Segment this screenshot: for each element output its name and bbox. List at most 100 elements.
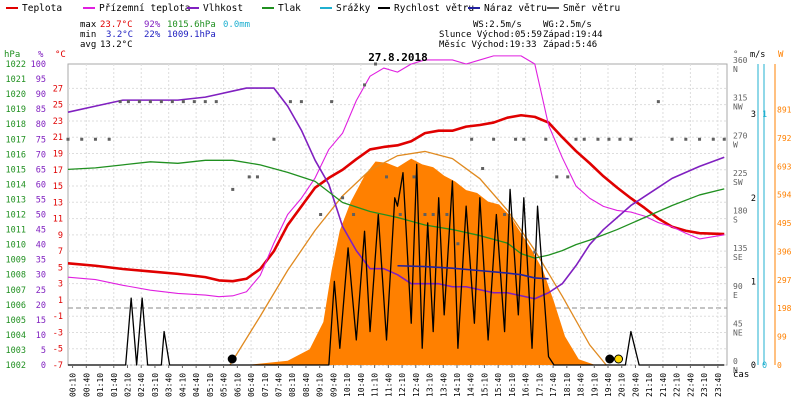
wind-dir-point — [503, 213, 507, 216]
dir-tick-name: W — [733, 140, 738, 149]
x-tick-label: 06:40 — [247, 373, 256, 397]
legend-label-wind: Rychlost větru — [394, 3, 474, 14]
info-sun: Slunce Východ:05:59 — [439, 30, 542, 40]
x-tick-label: 17:40 — [549, 373, 558, 397]
series-line-wind — [68, 163, 725, 366]
hpa-tick-label: 1012 — [6, 211, 26, 221]
hpa-tick-label: 1007 — [6, 286, 26, 296]
wind-dir-point — [214, 100, 218, 104]
wind-dir-point — [456, 242, 460, 246]
wind-dir-point — [470, 137, 474, 141]
temp-tick-label: -5 — [53, 345, 63, 355]
pct-tick-label: 60 — [36, 180, 46, 190]
wind-dir-point — [607, 137, 611, 141]
x-tick-label: 04:40 — [192, 373, 201, 397]
wind-dir-point — [544, 137, 548, 141]
wind-dir-point — [319, 213, 323, 216]
wind-dir-point — [363, 83, 367, 87]
ms-tick-label: 1 — [751, 277, 756, 287]
stats-max-rain: 0.0mm — [223, 20, 250, 30]
hpa-tick-label: 1009 — [6, 256, 26, 266]
temp-tick-label: 1 — [58, 296, 63, 306]
wind-dir-point — [596, 137, 600, 141]
pct-tick-label: 30 — [36, 271, 46, 281]
x-axis-label: čas — [733, 369, 749, 380]
wind-dir-point — [341, 196, 345, 200]
wind-dir-point — [137, 100, 141, 104]
chart-title: 27.8.2018 — [368, 51, 428, 64]
solar-theoretical-curve — [229, 150, 607, 366]
hpa-tick-label: 1020 — [6, 90, 26, 100]
pct-tick-label: 15 — [36, 316, 46, 326]
info-moon: Měsíc Východ:19:33 — [439, 40, 537, 50]
temp-tick-label: 25 — [53, 101, 63, 111]
temp-tick-label: 5 — [58, 263, 63, 273]
ms-tick-label: 0 — [751, 361, 756, 371]
solar-tick-label: 891 — [777, 106, 792, 115]
x-tick-label: 20:10 — [618, 373, 627, 397]
wind-dir-point — [80, 137, 84, 141]
wind-dir-point — [431, 213, 435, 216]
solar-area — [246, 158, 596, 365]
wind-dir-point — [522, 137, 526, 141]
solar-axis-label: W — [778, 50, 784, 60]
wind-dir-point — [66, 137, 70, 141]
wind-dir-point — [481, 167, 485, 171]
pct-tick-label: 55 — [36, 195, 46, 205]
pct-tick-label: 95 — [36, 75, 46, 85]
x-tick-label: 23:10 — [700, 373, 709, 397]
legend-label-hum: Vlhkost — [203, 3, 243, 14]
x-tick-label: 16:40 — [522, 373, 531, 397]
pct-tick-label: 40 — [36, 241, 46, 251]
temp-tick-label: 7 — [58, 247, 63, 257]
hpa-tick-label: 1002 — [6, 361, 26, 371]
x-tick-label: 00:10 — [69, 373, 78, 397]
wind-dir-point — [574, 137, 578, 141]
x-tick-label: 05:40 — [220, 373, 229, 397]
x-tick-label: 03:10 — [151, 373, 160, 397]
wind-dir-point — [330, 100, 334, 104]
legend-label-ground: Přízemní teplota — [99, 3, 191, 14]
temp-tick-label: 9 — [58, 231, 63, 241]
moonrise-marker — [614, 354, 624, 364]
pct-tick-label: 10 — [36, 331, 46, 341]
wind-dir-point — [566, 175, 570, 179]
x-tick-label: 14:10 — [453, 373, 462, 397]
info-block: WS:2.5m/s WG:2.5m/s Slunce Východ:05:59 … — [439, 20, 603, 50]
wind-dir-point — [288, 100, 292, 104]
legend-label-gust: Náraz větru — [484, 3, 547, 14]
wind-dir-point — [656, 100, 660, 104]
pct-tick-label: 65 — [36, 165, 46, 175]
series-line-press — [67, 159, 725, 259]
wind-dir-point — [514, 137, 518, 141]
x-tick-label: 11:40 — [384, 373, 393, 397]
solar-tick-label: 693 — [777, 162, 792, 171]
dir-axis-label: ° — [733, 50, 738, 60]
x-tick-label: 22:40 — [686, 373, 695, 397]
dir-tick-name: N — [733, 65, 738, 74]
x-tick-label: 09:40 — [329, 373, 338, 397]
x-tick-label: 15:10 — [480, 373, 489, 397]
ms-tick-label: 3 — [751, 110, 756, 120]
wind-dir-point — [412, 175, 416, 179]
solar-tick-label: 0 — [777, 361, 782, 370]
info-wg: WG:2.5m/s — [543, 20, 592, 30]
wind-dir-point — [192, 100, 196, 104]
dir-tick-name: S — [733, 216, 738, 225]
stats-max-temp: 23.7°C — [100, 20, 133, 30]
temp-tick-label: 19 — [53, 149, 63, 159]
hpa-tick-label: 1005 — [6, 316, 26, 326]
x-tick-label: 01:40 — [110, 373, 119, 397]
dir-tick-deg: 225 — [733, 169, 748, 178]
stats-min-temp: 3.2°C — [106, 30, 133, 40]
ms-tick-label: 2 — [751, 194, 756, 204]
wind-dir-point — [385, 175, 389, 179]
hpa-tick-label: 1018 — [6, 120, 26, 130]
wind-dir-point — [255, 175, 259, 179]
temp-tick-label: 11 — [53, 215, 63, 225]
solar-tick-label: 297 — [777, 276, 792, 285]
wind-dir-point — [374, 62, 378, 66]
x-tick-label: 00:40 — [82, 373, 91, 397]
